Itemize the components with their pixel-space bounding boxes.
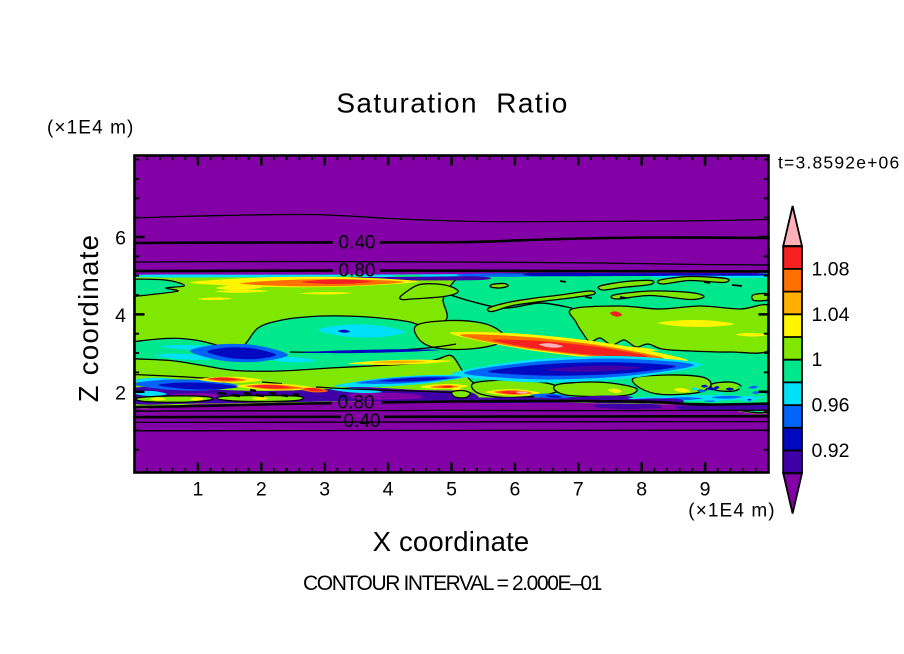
svg-text:8: 8 — [636, 479, 647, 501]
svg-text:Z coordinate: Z coordinate — [73, 234, 104, 402]
svg-text:Saturation Ratio: Saturation Ratio — [336, 88, 568, 119]
svg-text:0.92: 0.92 — [812, 440, 850, 462]
svg-text:CONTOUR INTERVAL = 2.000E–01: CONTOUR INTERVAL = 2.000E–01 — [303, 572, 602, 595]
svg-text:2: 2 — [115, 382, 126, 404]
svg-text:1: 1 — [192, 479, 203, 501]
svg-text:4: 4 — [115, 305, 126, 327]
svg-text:6: 6 — [509, 479, 520, 501]
svg-text:1.08: 1.08 — [812, 258, 850, 280]
svg-text:6: 6 — [115, 228, 126, 250]
svg-text:X coordinate: X coordinate — [373, 526, 530, 557]
svg-text:(×1E4 m): (×1E4 m) — [47, 118, 134, 139]
svg-text:0.96: 0.96 — [812, 395, 850, 417]
svg-text:0.80: 0.80 — [338, 392, 375, 413]
svg-text:(×1E4 m): (×1E4 m) — [688, 501, 775, 522]
svg-text:t=3.8592e+06: t=3.8592e+06 — [778, 153, 900, 173]
svg-text:3: 3 — [319, 479, 330, 501]
svg-text:2: 2 — [256, 479, 267, 501]
svg-text:0.80: 0.80 — [339, 261, 376, 282]
svg-text:1: 1 — [812, 349, 823, 371]
svg-text:7: 7 — [573, 479, 584, 501]
svg-text:0.40: 0.40 — [344, 411, 381, 432]
svg-text:1.04: 1.04 — [812, 304, 850, 326]
svg-text:9: 9 — [700, 479, 711, 501]
svg-text:0.40: 0.40 — [339, 233, 376, 254]
svg-text:5: 5 — [446, 479, 457, 501]
svg-text:4: 4 — [383, 479, 394, 501]
